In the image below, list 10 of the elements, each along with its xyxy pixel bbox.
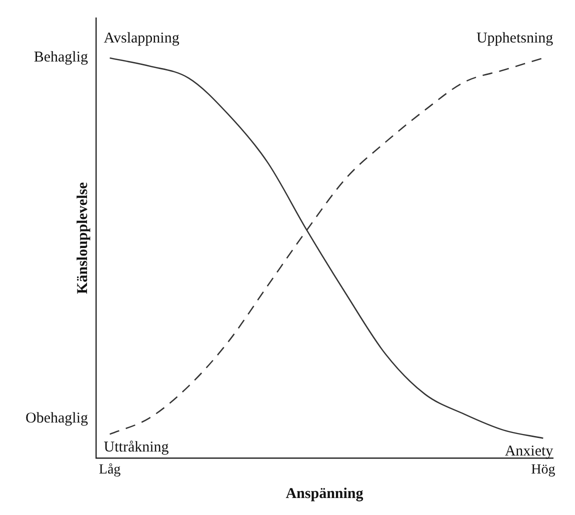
x-tick-label: Låg [98, 462, 121, 478]
text: Obehaglig [26, 410, 88, 427]
x-axis-title: Anspänning [286, 486, 364, 502]
annotation: Anxiety [504, 444, 554, 460]
annotation: Avslappning [104, 30, 180, 46]
annotation: Upphetsning [476, 30, 554, 46]
annotation: Uttråkning [104, 440, 170, 456]
x-tick-label: Hög [531, 462, 556, 478]
y-axis-title: Känsloupplevelse [74, 182, 91, 294]
text: Behaglig [34, 50, 88, 66]
